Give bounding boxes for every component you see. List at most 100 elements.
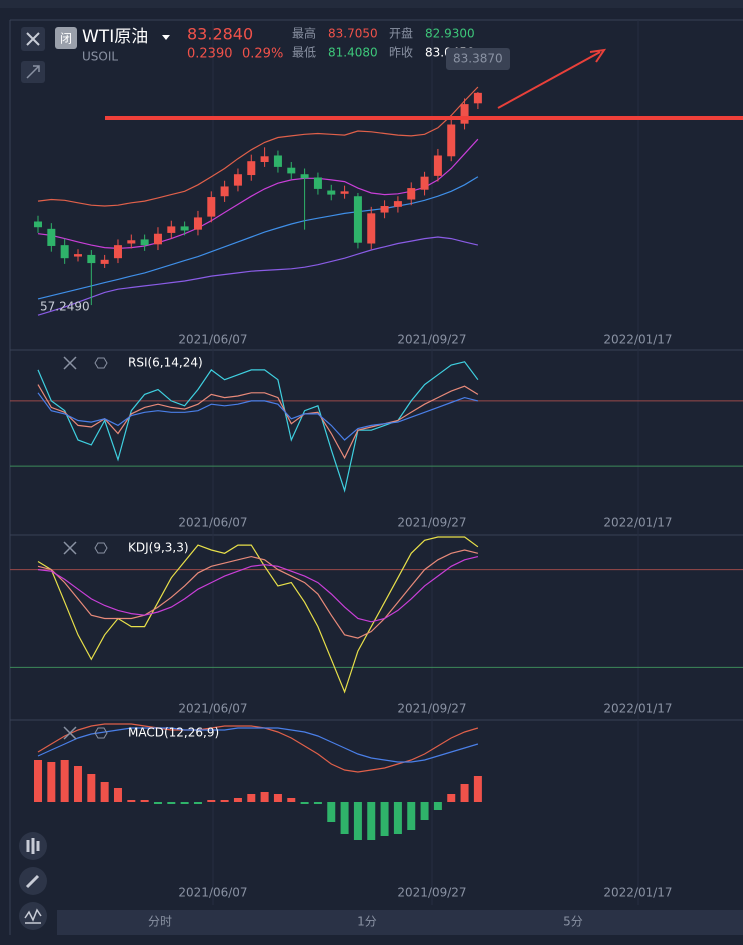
- macd-bar: [420, 802, 429, 820]
- candle-body: [73, 254, 82, 257]
- macd-bar: [193, 802, 202, 804]
- x-axis-label: 2022/01/17: [603, 886, 672, 900]
- candle-body: [447, 124, 456, 157]
- low-label: 最低: [292, 46, 316, 60]
- candle-body: [260, 156, 269, 162]
- low-value: 81.4080: [328, 46, 378, 60]
- candle-body: [47, 228, 56, 246]
- rsi-line: [37, 361, 479, 493]
- kdj-line: [37, 556, 479, 623]
- rsi-line: [37, 384, 479, 460]
- candle-body: [233, 174, 242, 186]
- separators: [9, 19, 743, 935]
- macd-bar: [380, 802, 389, 836]
- market-badge-text: 闭: [60, 32, 72, 46]
- candle-body: [353, 196, 362, 243]
- candle-body: [407, 188, 416, 200]
- macd-bar: [167, 802, 176, 804]
- candle-body: [100, 259, 109, 264]
- settings-indicator[interactable]: [94, 727, 108, 739]
- candle-icon: [26, 838, 40, 854]
- candle-body: [87, 254, 96, 264]
- candle-body: [167, 226, 176, 233]
- close-indicator[interactable]: [63, 356, 77, 370]
- candle-body: [247, 161, 256, 176]
- x-axis-label: 2021/06/07: [178, 702, 247, 716]
- macd-bar: [340, 802, 349, 834]
- macd-bar: [127, 800, 136, 802]
- min-label: 57.2490: [40, 300, 90, 314]
- shrink-icon: [26, 65, 40, 79]
- macd-bar: [47, 762, 56, 802]
- candle-body: [127, 240, 136, 244]
- candle-body: [393, 201, 402, 207]
- x-axis-label: 2021/09/27: [397, 516, 466, 530]
- candle-body: [367, 213, 376, 244]
- period-tab[interactable]: 5分: [563, 915, 583, 929]
- top-strip: [0, 0, 743, 8]
- macd-bar: [220, 800, 229, 802]
- candle-body: [34, 221, 42, 228]
- x-axis-label: 2021/06/07: [178, 886, 247, 900]
- candle-body: [193, 217, 202, 230]
- max-tooltip: [446, 48, 510, 70]
- close-indicator[interactable]: [63, 541, 77, 555]
- overlay-line: [37, 176, 479, 300]
- rsi-line: [37, 392, 479, 441]
- macd-bar: [100, 782, 109, 802]
- indicator-label: KDJ(9,3,3): [128, 541, 189, 555]
- macd-bar: [113, 788, 122, 802]
- candle-body: [153, 233, 162, 245]
- candle-body: [433, 155, 442, 176]
- x-axis-label: 2021/09/27: [397, 886, 466, 900]
- candle-body: [473, 92, 482, 104]
- settings-indicator[interactable]: [94, 542, 108, 554]
- x-axis-label: 2021/09/27: [397, 702, 466, 716]
- indicator-icon: [24, 908, 42, 924]
- macd-bar: [60, 760, 69, 802]
- close-indicator[interactable]: [63, 726, 77, 740]
- overlay-line: [37, 138, 479, 250]
- candle-body: [220, 186, 229, 197]
- candle-body: [60, 245, 69, 259]
- candle-body: [313, 177, 322, 189]
- candle-body: [113, 245, 122, 259]
- macd-bar: [460, 784, 469, 802]
- price-change: 0.2390: [187, 47, 233, 62]
- candle-body: [140, 239, 149, 246]
- high-value: 83.7050: [328, 27, 378, 41]
- macd-bar: [180, 802, 189, 804]
- candle-body: [273, 155, 282, 167]
- period-tab[interactable]: 1分: [357, 915, 377, 929]
- macd-bar: [433, 802, 442, 810]
- overlay-line: [37, 236, 479, 316]
- indicator-tool[interactable]: [19, 902, 47, 930]
- max-label: 83.3870: [453, 52, 503, 66]
- left-toolbar: [19, 832, 47, 930]
- price-change-pct: 0.29%: [242, 47, 283, 62]
- symbol-name[interactable]: WTI原油: [82, 27, 148, 47]
- x-axis-label: 2021/06/07: [178, 516, 247, 530]
- dropdown-caret[interactable]: [162, 35, 170, 40]
- macd-bar: [34, 760, 42, 802]
- candle-body: [207, 197, 216, 217]
- candle-body: [460, 104, 469, 124]
- overlay-line: [37, 86, 479, 207]
- macd-bar: [473, 776, 482, 802]
- market-badge: [55, 27, 77, 49]
- macd-bar: [407, 802, 416, 830]
- indicator-label: RSI(6,14,24): [128, 356, 203, 370]
- candle-body: [180, 226, 189, 231]
- macd-bar: [393, 802, 402, 834]
- macd-bar: [153, 802, 162, 804]
- last-price: 83.2840: [187, 25, 253, 44]
- period-tab[interactable]: 分时: [148, 915, 172, 929]
- settings-indicator[interactable]: [94, 357, 108, 369]
- candle-body: [300, 174, 309, 179]
- kdj-line: [37, 549, 479, 639]
- candle-body: [340, 191, 349, 194]
- symbol-code: USOIL: [82, 50, 118, 64]
- macd-bar: [207, 800, 216, 802]
- tab-bar: [57, 910, 743, 935]
